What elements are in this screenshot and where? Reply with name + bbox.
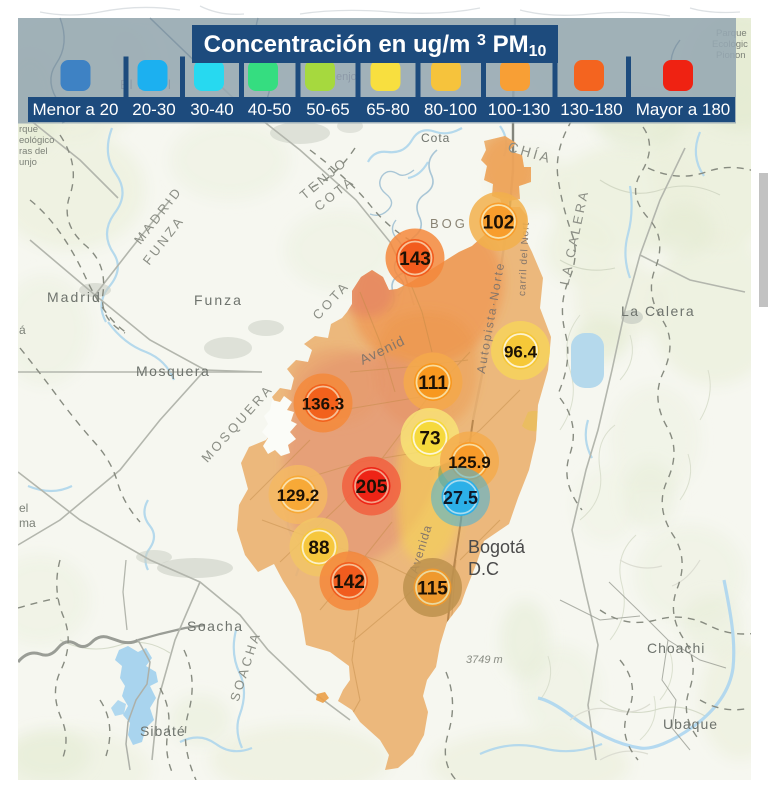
svg-text:Madrid: Madrid bbox=[47, 289, 102, 305]
svg-text:96.4: 96.4 bbox=[504, 343, 538, 362]
svg-text:27.5: 27.5 bbox=[443, 488, 478, 508]
svg-text:ma: ma bbox=[19, 516, 36, 530]
svg-text:20-30: 20-30 bbox=[132, 100, 175, 119]
svg-text:ras del: ras del bbox=[19, 146, 48, 157]
svg-text:eológico: eológico bbox=[19, 135, 54, 146]
svg-text:rque: rque bbox=[19, 124, 38, 135]
svg-text:Soacha: Soacha bbox=[187, 618, 243, 634]
svg-text:100-130: 100-130 bbox=[488, 100, 550, 119]
svg-text:30-40: 30-40 bbox=[190, 100, 233, 119]
svg-text:unjo: unjo bbox=[19, 157, 37, 168]
svg-text:73: 73 bbox=[419, 429, 440, 450]
svg-text:102: 102 bbox=[483, 213, 515, 234]
svg-text:111: 111 bbox=[418, 373, 448, 394]
svg-text:40-50: 40-50 bbox=[248, 100, 291, 119]
svg-text:La Calera: La Calera bbox=[621, 303, 695, 319]
svg-text:Bogotá: Bogotá bbox=[468, 537, 526, 557]
svg-text:D.C: D.C bbox=[468, 559, 499, 579]
svg-text:Mayor a 180: Mayor a 180 bbox=[636, 100, 731, 119]
svg-text:205: 205 bbox=[356, 477, 388, 498]
svg-text:129.2: 129.2 bbox=[277, 486, 320, 505]
svg-text:Funza: Funza bbox=[194, 292, 243, 308]
svg-text:80-100: 80-100 bbox=[424, 100, 477, 119]
svg-text:115: 115 bbox=[417, 579, 448, 600]
svg-text:65-80: 65-80 bbox=[366, 100, 409, 119]
svg-text:125.9: 125.9 bbox=[448, 453, 491, 472]
svg-text:Ubaque: Ubaque bbox=[663, 716, 718, 732]
svg-text:3749 m: 3749 m bbox=[466, 654, 503, 666]
svg-text:el: el bbox=[19, 501, 28, 515]
svg-text:l: l bbox=[168, 77, 171, 92]
svg-text:Mosquera: Mosquera bbox=[136, 363, 210, 379]
svg-text:130-180: 130-180 bbox=[560, 100, 622, 119]
svg-text:142: 142 bbox=[333, 572, 365, 593]
svg-text:Sibaté: Sibaté bbox=[140, 723, 186, 739]
svg-text:enjo: enjo bbox=[336, 71, 357, 83]
svg-text:50-65: 50-65 bbox=[306, 100, 349, 119]
svg-text:88: 88 bbox=[308, 538, 329, 559]
svg-text:136.3: 136.3 bbox=[302, 395, 345, 414]
svg-text:BOG: BOG bbox=[430, 216, 468, 231]
svg-text:143: 143 bbox=[399, 249, 431, 270]
svg-text:Cota: Cota bbox=[421, 131, 450, 145]
svg-text:Menor a 20: Menor a 20 bbox=[33, 100, 119, 119]
svg-text:á: á bbox=[19, 323, 26, 337]
svg-text:Choachi: Choachi bbox=[647, 640, 705, 656]
